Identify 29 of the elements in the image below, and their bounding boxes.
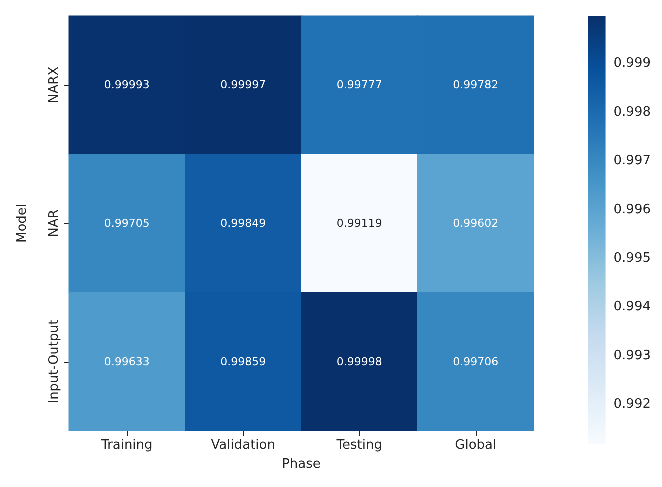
color-bar-label: 0.998: [614, 104, 651, 120]
data-label: 0.99119: [336, 217, 382, 230]
color-bar-label: 0.995: [614, 250, 651, 266]
x-axis-title: Phase: [282, 457, 321, 472]
data-label: 0.99782: [453, 78, 499, 92]
y-tick-label: NAR: [47, 210, 62, 238]
y-tick-label: NARX: [47, 66, 62, 104]
y-tick-label: Input-Output: [47, 320, 62, 404]
data-label: 0.99998: [336, 355, 382, 368]
x-tick-label: Validation: [211, 438, 276, 453]
y-axis-title: Model: [15, 204, 30, 244]
data-label: 0.99602: [453, 217, 499, 230]
data-label: 0.99777: [336, 78, 382, 92]
data-label: 0.99859: [220, 355, 266, 368]
color-bar-label: 0.993: [614, 348, 651, 364]
color-bar-label: 0.999: [614, 56, 651, 72]
color-bar-label: 0.992: [614, 397, 651, 412]
x-tick-label: Training: [100, 438, 153, 453]
data-label: 0.99706: [453, 355, 499, 368]
color-bar-label: 0.994: [614, 300, 651, 315]
data-label: 0.99849: [220, 217, 266, 230]
color-bar-label: 0.997: [614, 154, 651, 169]
x-tick-label: Testing: [336, 438, 382, 453]
data-label: 0.99997: [220, 78, 266, 92]
data-label: 0.99633: [104, 355, 150, 368]
color-bar-label: 0.996: [614, 202, 651, 218]
data-label: 0.99705: [104, 217, 150, 230]
data-label: 0.99993: [104, 78, 150, 92]
x-tick-label: Global: [455, 438, 497, 453]
